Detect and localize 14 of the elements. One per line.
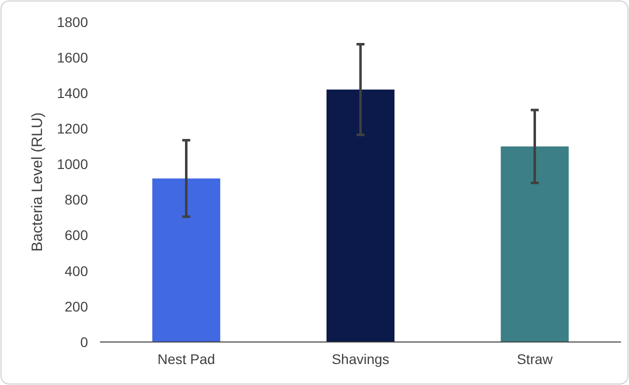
y-tick-label: 1200 bbox=[56, 120, 88, 137]
y-tick-label: 200 bbox=[64, 298, 88, 314]
y-tick-label: 1000 bbox=[56, 156, 88, 172]
y-tick-label: 1600 bbox=[56, 49, 88, 66]
y-tick-label: 600 bbox=[64, 227, 88, 244]
y-tick-label: 1400 bbox=[56, 85, 88, 102]
x-tick-label: Shavings bbox=[332, 351, 390, 367]
y-tick-label: 800 bbox=[64, 192, 88, 208]
x-tick-label: Straw bbox=[516, 351, 554, 367]
y-tick-label: 400 bbox=[64, 262, 88, 279]
y-axis-title: Bacteria Level (RLU) bbox=[29, 112, 46, 252]
y-tick-label: 1800 bbox=[56, 14, 88, 30]
x-tick-label: Nest Pad bbox=[157, 351, 216, 367]
y-tick-label: 0 bbox=[80, 334, 88, 350]
